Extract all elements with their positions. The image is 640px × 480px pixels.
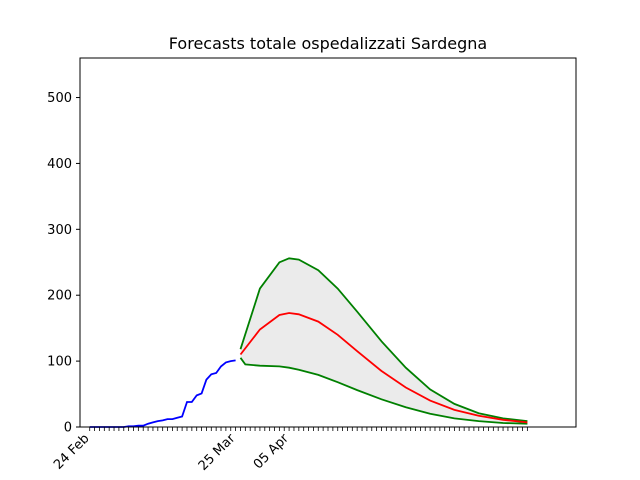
y-tick-label: 200 (47, 289, 72, 304)
lower-bound-line (239, 357, 528, 425)
y-tick-label: 500 (47, 91, 72, 106)
x-tick-label: 25 Mar (196, 431, 239, 474)
plot-area (89, 257, 528, 428)
observed-line (89, 359, 236, 428)
confidence-band (240, 258, 528, 424)
y-tick-label: 100 (47, 355, 72, 370)
y-tick-label: 0 (64, 421, 72, 436)
y-tick-label: 400 (47, 157, 72, 172)
x-tick-label: 05 Apr (251, 431, 293, 473)
chart-title: Forecasts totale ospedalizzati Sardegna (169, 34, 487, 53)
upper-bound-line (239, 257, 528, 422)
x-tick-label: 24 Feb (51, 431, 93, 473)
y-tick-label: 300 (47, 223, 72, 238)
forecast-line (239, 312, 528, 424)
